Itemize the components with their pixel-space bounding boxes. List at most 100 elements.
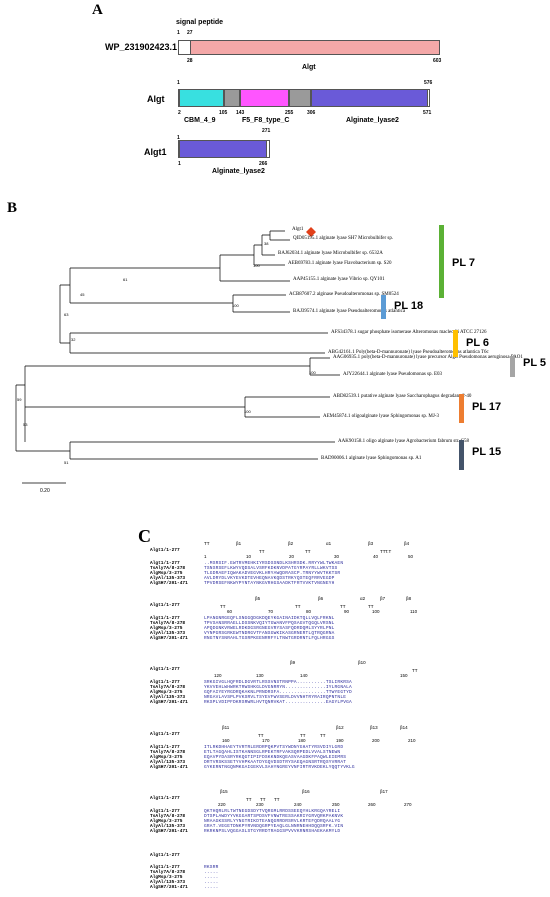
block2-ss-tt3: TT	[340, 604, 346, 609]
block2-ss-tt1: TT	[220, 604, 226, 609]
block4-header-name: Algt1/1-277	[150, 732, 180, 737]
tree-leaf-9: ABG42161.1 Poly(beta-D-mannuronate) lyas…	[328, 350, 489, 355]
tree-leaf-6: ACB87607.2 alginase Pseudoalteromonas sp…	[289, 292, 399, 297]
algt-start-number: 1	[177, 80, 180, 86]
block5-name-3: AlgMsp/3-275	[150, 819, 183, 824]
bootstrap-5: 63	[64, 312, 69, 317]
algt-lyase-label: Alginate_lyase2	[346, 117, 399, 124]
panel-a-letter: A	[92, 2, 103, 18]
block1-ss-tt2: TT	[259, 549, 265, 554]
tree-leaf-12: ABD82539.1 putative alginate lyase Sacch…	[333, 394, 472, 399]
block4-name-3: AlgMsp/3-275	[150, 755, 183, 760]
tree-leaf-10: AAG06935.1 poly(beta-D-mannuronate) lyas…	[333, 355, 523, 360]
block6-name-4: AlyAl/135-373	[150, 880, 186, 885]
block2-ss-tt2: TT	[295, 604, 301, 609]
block5-name-4: AlyAl/135-373	[150, 824, 186, 829]
block2-name-4: AlyAl/135-373	[150, 631, 186, 636]
block3-header-name: Algt1/1-277	[150, 667, 180, 672]
block6-seq-5: .....	[204, 885, 219, 890]
block2-name-1: Algt1/1-277	[150, 616, 180, 621]
tree-leaf-8: AFS34378.1 sugar phosphate isomerase Alt…	[331, 330, 487, 335]
block1-ruler-3: 20	[289, 554, 295, 559]
wp-accession-label: WP_231902423.1	[105, 42, 178, 52]
pl15-bar	[459, 440, 464, 470]
bootstrap-9: 100	[244, 409, 251, 414]
algt-end-number: 576	[424, 80, 433, 86]
block6-seq-3: .....	[204, 875, 219, 880]
block4-name-1: Algt1/1-277	[150, 745, 180, 750]
block3-name-4: AlyAl/135-373	[150, 695, 186, 700]
block5-name-5: AlgSH7/201-471	[150, 829, 188, 834]
block2-ruler-3: 80	[306, 609, 312, 614]
block2-ss-b6: β6	[318, 596, 324, 601]
tree-leaf-1: Algt1	[292, 227, 304, 232]
wp-end-number: 603	[433, 58, 442, 64]
block2-name-3: AlgMsp/3-275	[150, 626, 183, 631]
tree-scale-label: 0.20	[40, 488, 50, 494]
block4-ss-tt1: TT	[258, 733, 264, 738]
block1-ss-b3: β3	[368, 541, 374, 546]
bootstrap-3: 61	[123, 277, 128, 282]
block2-seq-3: APQDGNKVRWELRDKDGSRGNEGVRYSASFQDRDQMLSYY…	[204, 626, 335, 631]
block3-ss-b9: β9	[290, 660, 296, 665]
block2-seq-2: TPVSANSRRAELLDSSNKVQIYTGWANVFPQSAGVTQGQL…	[204, 621, 335, 626]
algt1-domain-end: 266	[259, 161, 268, 167]
block3-seq-3: GQFAIYEYRGDRQKAKNLPRNDRSFA..............…	[204, 690, 352, 695]
block5-ruler-1: 220	[218, 802, 226, 807]
block6-name-1: Algt1/1-277	[150, 865, 180, 870]
algt-cbm-label: CBM_4_9	[184, 117, 216, 124]
tree-leaf-15: BAD90006.1 alginate lyase Sphingomonas s…	[321, 456, 422, 461]
block1-ss-a1: α1	[326, 541, 332, 546]
algt-pos-5: 306	[307, 110, 316, 116]
block2-ruler-6: 110	[410, 609, 418, 614]
pl15-label: PL 15	[472, 446, 502, 458]
block4-seq-1: ITLRKDHHAEYTVRTRLERDRPQKPVTSYWDNYGHATYRS…	[204, 745, 344, 750]
pl5-label: PL 5	[523, 357, 547, 369]
block4-ruler-5: 200	[372, 738, 380, 743]
bootstrap-6: 100	[232, 303, 239, 308]
block4-ss-b11: β11	[222, 725, 230, 730]
block5-seq-2: DTSPLAWDYYVKGGARTSPDSVFVNWTRESSAKRIYGRVQ…	[204, 814, 344, 819]
block2-ss-a2: α2	[360, 596, 366, 601]
block1-name-5: AlgSH7/201-471	[150, 581, 188, 586]
block2-ss-tt4: TT	[368, 604, 374, 609]
block1-name-3: AlgMsp/3-275	[150, 571, 183, 576]
block2-ss-b8: β8	[406, 596, 412, 601]
block2-seq-4: VYNPGRSGRKEWTNDRGVTFANSGWKIKASGRNERTLQTR…	[204, 631, 335, 636]
algt-cbm-domain	[179, 89, 224, 107]
block3-seq-4: NRGAVLAVSPLPVKSRVLTSYEVFWVSERLDVVNHTRYRA…	[204, 695, 347, 700]
phylogenetic-tree	[15, 227, 340, 484]
pl18-bar	[381, 295, 386, 319]
block3-name-1: Algt1/1-277	[150, 680, 180, 685]
block4-seq-3: EQAVPYDASRYRKQGTIPIFDSKKNDKQEASVAAGDKFPA…	[204, 755, 347, 760]
block1-seq-3: TLGDRAEFIQWAKADVEGVKLHRYAWQDRASCP.TRNYYW…	[204, 571, 341, 576]
block1-ss-b1: β1	[236, 541, 242, 546]
block3-seq-1: SRKGIVGLHQFRDLDGVRTLRSSVNSTRNPPA........…	[204, 680, 352, 685]
block5-ruler-4: 250	[332, 802, 340, 807]
bootstrap-7: 32	[71, 337, 76, 342]
block1-ruler-1: 1	[204, 554, 207, 559]
panel-c-letter: C	[138, 526, 151, 546]
block4-ruler-4: 190	[336, 738, 344, 743]
algt-linker-2	[289, 89, 311, 107]
algt-alginate-lyase-domain	[311, 89, 428, 107]
block3-ruler-4: 150	[400, 673, 408, 678]
block5-ruler-6: 270	[404, 802, 412, 807]
block2-name-5: AlgSH7/201-471	[150, 636, 188, 641]
block3-ruler-1: 120	[214, 673, 222, 678]
block4-ruler-6: 210	[408, 738, 416, 743]
block5-name-2: TsAly7A/8-278	[150, 814, 186, 819]
tree-leaf-13: AEM45874.1 oligoalginate lyase Sphingomo…	[323, 414, 439, 419]
block3-name-2: TsAly7A/8-278	[150, 685, 186, 690]
bootstrap-10: 59	[17, 397, 22, 402]
bootstrap-12: 51	[64, 460, 69, 465]
block5-ss-b17: β17	[380, 789, 388, 794]
block1-ruler-7: 50	[408, 554, 414, 559]
block2-header-name: Algt1/1-277	[150, 603, 180, 608]
block1-ruler-6: T.T	[385, 549, 392, 554]
block1-seq-1: ..MSRSIF.EWTRVMEHKIYRSDSSNDLKSHRSDK.RRYY…	[204, 561, 344, 566]
wp-domain-name: Algt	[302, 64, 316, 71]
block4-seq-2: ETLTAGQAHLISTKANNSGLRPEKTRFVAKSQRPEDLVVA…	[204, 750, 341, 755]
algt1-lyase-label: Alginate_lyase2	[212, 168, 265, 175]
block6-seq-4: .....	[204, 880, 219, 885]
